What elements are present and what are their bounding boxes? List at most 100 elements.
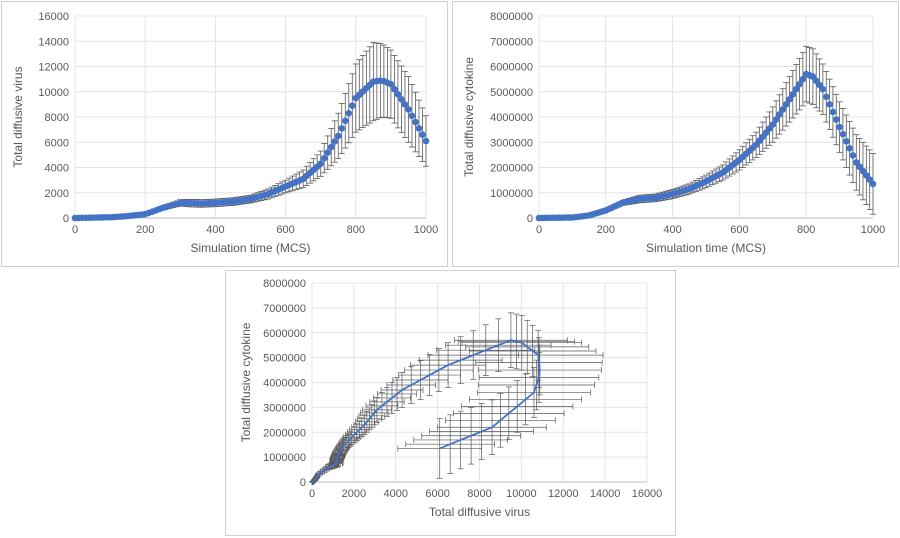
cytokine-chart-x-axis-title: Simulation time (MCS) bbox=[646, 241, 766, 255]
virus-chart-data-point bbox=[320, 154, 328, 162]
cytokine-vs-virus-chart: 0 2000 4000 6000 8000 10000 12000 14000 16000 0 10… bbox=[225, 270, 676, 536]
virus-chart-data-point bbox=[419, 131, 426, 138]
virus-chart-data-point bbox=[331, 138, 339, 145]
cytokine-chart-y-tick-label: 1000000 bbox=[490, 188, 533, 200]
virus-chart-data-point bbox=[391, 85, 398, 93]
virus-chart-data-point bbox=[348, 102, 356, 109]
phase-chart-x-tick-label: 10000 bbox=[506, 488, 537, 500]
phase-chart-series-line bbox=[311, 339, 541, 483]
cytokine-chart-y-tick-label: 2000000 bbox=[490, 163, 533, 175]
virus-chart-y-tick-label: 6000 bbox=[45, 137, 69, 149]
cytokine-chart-data-point bbox=[832, 116, 840, 123]
virus-chart-y-tick-label: 10000 bbox=[38, 87, 69, 99]
virus-vs-time-svg: 0 200 400 600 800 100002000400060008000100001… bbox=[11, 11, 438, 255]
phase-chart-x-tick-label: 4000 bbox=[384, 488, 408, 500]
cytokine-chart-data-point bbox=[822, 93, 830, 101]
virus-chart-data-point bbox=[317, 160, 325, 168]
virus-chart-data-point bbox=[334, 132, 342, 140]
cytokine-chart-data-point bbox=[782, 101, 790, 108]
cytokine-chart-data-point bbox=[846, 145, 853, 152]
cytokine-chart-x-tick-label: 800 bbox=[797, 224, 815, 236]
phase-chart-y-tick-label: 4000000 bbox=[263, 378, 306, 390]
virus-chart-data-point bbox=[415, 125, 423, 132]
cytokine-chart-data-point bbox=[792, 85, 800, 93]
cytokine-chart-data-point bbox=[829, 108, 837, 116]
cytokine-chart-data-point bbox=[839, 130, 847, 138]
phase-chart-y-tick-label: 5000000 bbox=[263, 353, 306, 365]
virus-chart-data-point bbox=[408, 112, 416, 120]
cytokine-chart-data-point bbox=[769, 121, 777, 128]
phase-chart-y-tick-label: 8000000 bbox=[263, 278, 306, 290]
phase-chart-y-tick-label: 0 bbox=[300, 477, 306, 489]
cytokine-chart-y-tick-label: 3000000 bbox=[490, 137, 533, 149]
cytokine-chart-data-point bbox=[842, 137, 850, 145]
virus-chart-y-tick-label: 16000 bbox=[38, 11, 69, 23]
virus-chart-data-point bbox=[405, 106, 412, 113]
virus-chart-y-tick-label: 2000 bbox=[45, 188, 69, 200]
virus-chart-x-tick-label: 200 bbox=[136, 224, 154, 236]
cytokine-chart-x-tick-label: 1000 bbox=[861, 224, 885, 236]
phase-chart-y-tick-label: 2000000 bbox=[263, 427, 306, 439]
cytokine-chart-x-tick-label: 200 bbox=[597, 224, 615, 236]
cytokine-chart-data-point bbox=[849, 152, 857, 159]
virus-chart-data-point bbox=[345, 109, 353, 117]
virus-chart-x-axis-title: Simulation time (MCS) bbox=[190, 241, 310, 255]
phase-chart-x-tick-label: 8000 bbox=[467, 488, 491, 500]
cytokine-vs-virus-svg: 0 2000 4000 6000 8000 10000 12000 14000 16000 0 10… bbox=[239, 278, 663, 519]
cytokine-chart-y-tick-label: 0 bbox=[527, 213, 533, 225]
cytokine-chart-y-tick-label: 7000000 bbox=[490, 36, 533, 48]
phase-chart-x-tick-label: 6000 bbox=[425, 488, 449, 500]
cytokine-chart-data-point bbox=[786, 96, 793, 103]
phase-chart-x-tick-label: 14000 bbox=[590, 488, 621, 500]
cytokine-chart-x-tick-label: 400 bbox=[663, 224, 681, 236]
virus-chart-y-tick-label: 14000 bbox=[38, 36, 69, 48]
virus-chart-data-point bbox=[412, 118, 419, 126]
cytokine-chart-data-point bbox=[799, 75, 807, 83]
cytokine-chart-data-point bbox=[869, 180, 877, 188]
phase-chart-y-tick-label: 7000000 bbox=[263, 303, 306, 315]
cytokine-chart-y-axis-title: Total diffusive cytokine bbox=[462, 57, 476, 177]
cytokine-chart-data-point bbox=[779, 106, 787, 113]
virus-chart-y-tick-label: 0 bbox=[63, 213, 69, 225]
virus-chart-x-tick-label: 600 bbox=[276, 224, 294, 236]
virus-chart-x-tick-label: 400 bbox=[206, 224, 224, 236]
virus-chart-y-tick-label: 4000 bbox=[45, 163, 69, 175]
virus-chart-x-tick-label: 0 bbox=[72, 224, 78, 236]
cytokine-chart-y-tick-label: 5000000 bbox=[490, 87, 533, 99]
cytokine-chart-data-point bbox=[819, 85, 827, 93]
phase-chart-x-tick-label: 0 bbox=[309, 488, 315, 500]
phase-chart-y-tick-label: 3000000 bbox=[263, 402, 306, 414]
phase-chart-y-tick-label: 1000000 bbox=[263, 452, 306, 464]
cytokine-chart-data-point bbox=[836, 123, 843, 131]
cytokine-vs-time-svg: 0 200 400 600 800 1000 0 1000000 2000000 3000000 4… bbox=[462, 11, 885, 255]
virus-chart-data-point bbox=[327, 143, 335, 151]
cytokine-chart-data-point bbox=[772, 116, 780, 123]
virus-chart-y-tick-label: 12000 bbox=[38, 62, 69, 74]
virus-chart-data-point bbox=[394, 90, 402, 98]
cytokine-chart-y-tick-label: 6000000 bbox=[490, 62, 533, 74]
phase-chart-y-axis-title: Total diffusive cytokine bbox=[239, 322, 253, 442]
phase-chart-x-tick-label: 2000 bbox=[342, 488, 366, 500]
virus-chart-data-point bbox=[398, 96, 405, 103]
cytokine-chart-y-tick-label: 4000000 bbox=[490, 112, 533, 124]
cytokine-chart-y-tick-label: 8000000 bbox=[490, 11, 533, 23]
virus-chart-data-point bbox=[324, 149, 332, 156]
phase-chart-y-tick-label: 6000000 bbox=[263, 328, 306, 340]
cytokine-chart-data-point bbox=[826, 101, 833, 108]
virus-chart-y-tick-label: 8000 bbox=[45, 112, 69, 124]
phase-chart-x-tick-label: 16000 bbox=[632, 488, 663, 500]
virus-chart-y-axis-title: Total diffusive virus bbox=[11, 66, 25, 167]
cytokine-chart-data-point bbox=[796, 80, 803, 88]
virus-chart-data-point bbox=[338, 125, 346, 132]
virus-chart-x-tick-label: 1000 bbox=[414, 224, 438, 236]
cytokine-chart-data-point bbox=[789, 90, 797, 98]
cytokine-chart-data-point bbox=[776, 111, 783, 118]
virus-chart-data-point bbox=[422, 137, 430, 145]
cytokine-chart-x-tick-label: 600 bbox=[730, 224, 748, 236]
cytokine-chart-x-tick-label: 0 bbox=[536, 224, 542, 236]
virus-vs-time-chart: 0 200 400 600 800 1000 0 2000 4000 6000 8000 10000 1… bbox=[1, 1, 448, 267]
virus-chart-data-point bbox=[341, 117, 349, 125]
virus-chart-data-point bbox=[401, 101, 409, 108]
virus-chart-data-point bbox=[387, 80, 395, 88]
phase-chart-x-tick-label: 12000 bbox=[548, 488, 579, 500]
